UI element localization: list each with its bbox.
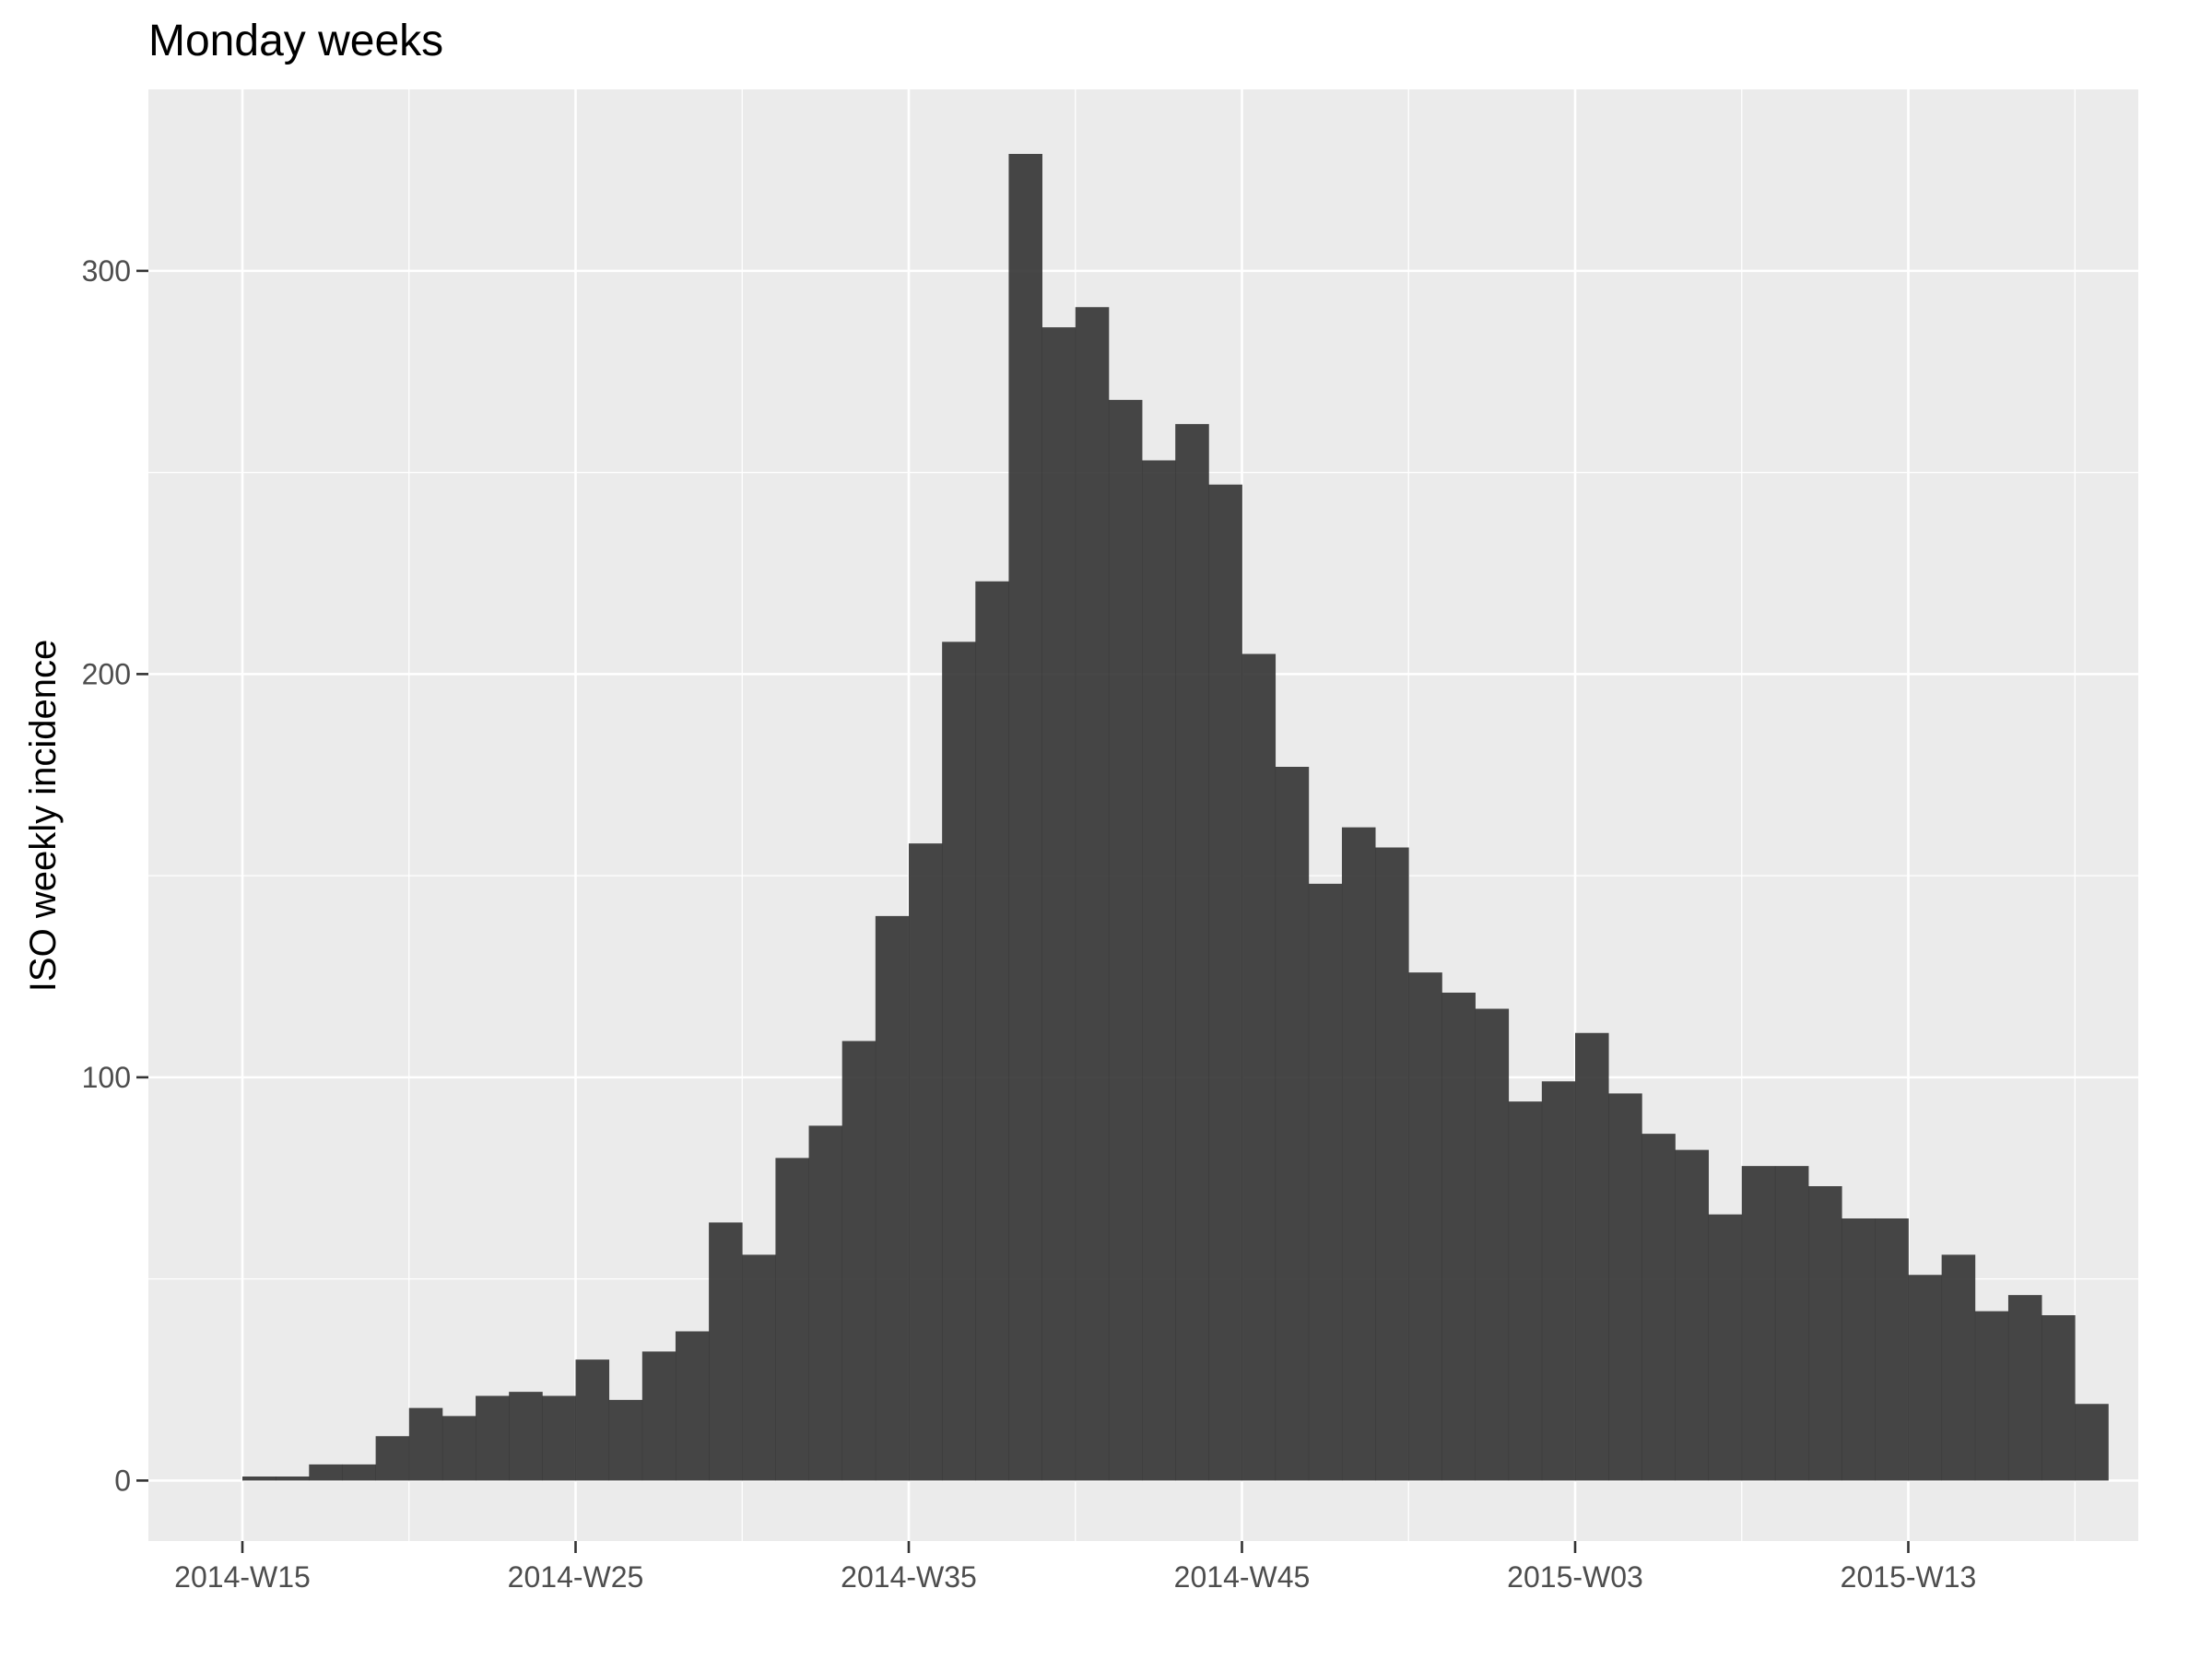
bar — [641, 1351, 677, 1481]
bar — [1075, 307, 1110, 1481]
bar — [1875, 1218, 1909, 1481]
y-tick-label: 200 — [82, 657, 131, 690]
bar — [709, 1222, 743, 1481]
bar — [375, 1436, 410, 1481]
bars — [242, 154, 2109, 1481]
bar — [1541, 1081, 1576, 1481]
bar — [1142, 460, 1176, 1481]
bar — [1241, 653, 1277, 1481]
y-tick-label: 100 — [82, 1061, 131, 1094]
x-tick-label: 2014-W35 — [841, 1560, 977, 1594]
bar — [1375, 847, 1409, 1481]
bar — [608, 1399, 643, 1481]
chart-title: Monday weeks — [148, 17, 443, 65]
y-axis-ticks: 0 100 200 300 — [82, 254, 148, 1497]
bar — [1408, 972, 1442, 1481]
bar — [1508, 1101, 1543, 1481]
x-tick-label: 2015-W13 — [1841, 1560, 1977, 1594]
bar — [1208, 484, 1242, 1481]
x-tick-label: 2015-W03 — [1507, 1560, 1643, 1594]
bar — [441, 1416, 477, 1481]
bar — [1441, 993, 1476, 1481]
bar — [1475, 1008, 1510, 1481]
bar — [242, 1477, 276, 1481]
x-axis-ticks: 2014-W15 2014-W25 2014-W35 2014-W45 2015-W03… — [174, 1541, 1976, 1594]
bar — [1808, 1186, 1842, 1481]
bar — [1675, 1149, 1709, 1481]
bar — [408, 1407, 443, 1481]
bar — [542, 1395, 576, 1481]
x-tick-label: 2014-W25 — [508, 1560, 644, 1594]
bar — [875, 915, 910, 1481]
bar — [2007, 1295, 2042, 1481]
bar — [675, 1331, 710, 1481]
bar — [575, 1359, 610, 1481]
bar — [942, 641, 976, 1481]
bar — [1341, 827, 1376, 1481]
bar — [1308, 883, 1343, 1481]
bar — [2075, 1404, 2109, 1481]
bar — [975, 581, 1009, 1481]
bar — [1641, 1134, 1676, 1481]
bar — [1908, 1275, 1943, 1481]
y-tick-label: 0 — [114, 1464, 131, 1497]
bar — [742, 1254, 776, 1481]
bar — [1008, 154, 1042, 1481]
bar — [1275, 767, 1310, 1481]
bar — [476, 1395, 510, 1481]
bar — [1708, 1214, 1743, 1481]
bar — [1841, 1218, 1876, 1481]
bar — [841, 1041, 877, 1481]
bar — [309, 1464, 343, 1481]
y-tick-label: 300 — [82, 254, 131, 288]
bar — [808, 1125, 843, 1481]
bar — [1041, 327, 1077, 1481]
bar — [509, 1392, 543, 1481]
bar — [1108, 399, 1143, 1481]
bar — [1741, 1166, 1776, 1481]
bar — [342, 1464, 376, 1481]
bar — [775, 1158, 809, 1481]
bar — [909, 843, 943, 1481]
y-axis-label: ISO weekly incidence — [23, 640, 64, 992]
bar — [1941, 1254, 1976, 1481]
bar — [2041, 1315, 2076, 1481]
bar — [1974, 1311, 2009, 1481]
bar — [1608, 1093, 1642, 1481]
bar — [276, 1477, 310, 1481]
bar — [1575, 1032, 1609, 1481]
x-tick-label: 2014-W45 — [1174, 1560, 1311, 1594]
x-tick-label: 2014-W15 — [174, 1560, 311, 1594]
bar — [1175, 424, 1209, 1481]
bar — [1774, 1166, 1809, 1481]
